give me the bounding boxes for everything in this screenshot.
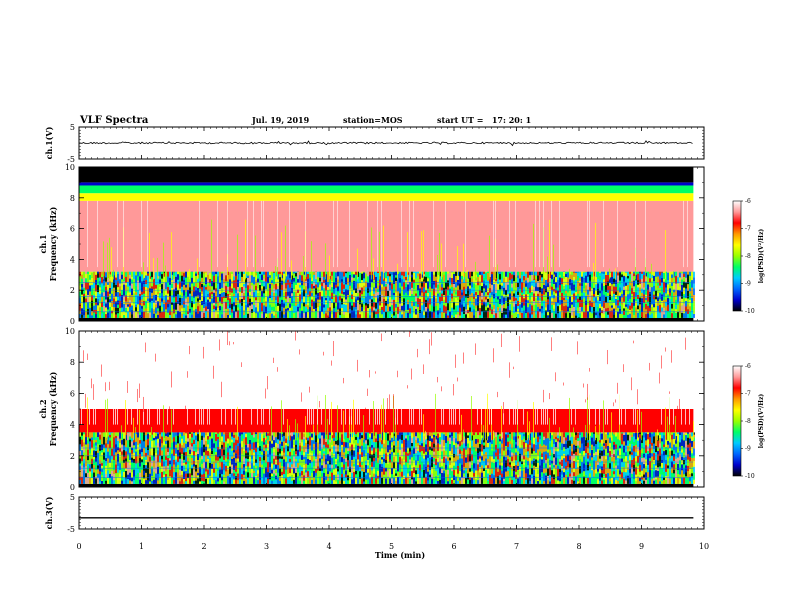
ch1-waveform-panel: 5 -5 ch.1(V)	[44, 123, 705, 164]
y-axis-label: ch.1(V)	[44, 126, 54, 159]
psd-band	[79, 182, 694, 186]
psd-band	[79, 167, 694, 183]
ch3-waveform-panel: 5 -5 ch.3(V)	[44, 493, 705, 534]
colorbar-tick-label: -9	[745, 446, 751, 453]
ch2-spectrogram-panel: 0 2 4 6 8 10 ch.2Frequency (kHz)	[38, 327, 705, 492]
y-tick-label: 10	[65, 327, 75, 336]
y-tick-label: 5	[70, 493, 75, 502]
x-tick-label: 5	[389, 542, 394, 551]
colorbar-tick-label: -9	[745, 281, 751, 288]
header-date: Jul. 19, 2019	[251, 115, 310, 125]
psd-band	[79, 409, 694, 433]
colorbar-tick-label: -6	[745, 363, 751, 370]
colorbar-tick-label: -8	[745, 253, 751, 260]
psd-band	[79, 317, 694, 321]
y-tick-label: 8	[70, 358, 75, 367]
y-tick-label: 4	[70, 255, 75, 264]
x-tick-label: 10	[699, 542, 709, 551]
psd-band	[79, 331, 694, 409]
y-axis-label: ch.2Frequency (kHz)	[38, 371, 58, 446]
psd-band	[79, 483, 694, 487]
colorbar-scale	[732, 200, 742, 312]
ch2-colorbar: -6 -7 -8 -9 -10 log(PSD)(V²/Hz)	[732, 363, 765, 480]
x-tick-label: 4	[326, 542, 331, 551]
x-tick-label: 3	[264, 542, 269, 551]
y-tick-label: 8	[70, 194, 75, 203]
spectrogram-image	[79, 167, 704, 321]
time-axis: 0 1 2 3 4 5 6 7 8 9 10	[76, 542, 709, 551]
spectrogram-image	[79, 331, 704, 487]
x-tick-label: 7	[514, 542, 519, 551]
y-tick-label: 10	[65, 163, 75, 172]
colorbar-label: log(PSD)(V²/Hz)	[758, 394, 765, 449]
ch1-colorbar: -6 -7 -8 -9 -10 log(PSD)(V²/Hz)	[732, 198, 765, 315]
y-axis-label: ch.1Frequency (kHz)	[38, 206, 58, 281]
colorbar-tick-label: -10	[745, 308, 755, 315]
x-tick-label: 8	[576, 542, 581, 551]
y-tick-label: 5	[70, 123, 75, 132]
x-tick-label: 0	[76, 542, 81, 551]
psd-band	[79, 185, 694, 194]
y-tick-label: 2	[70, 452, 75, 461]
psd-band	[79, 200, 694, 272]
y-tick-label: 6	[70, 225, 75, 234]
y-tick-label: 2	[70, 286, 75, 295]
x-tick-label: 1	[139, 542, 144, 551]
y-tick-label: 0	[70, 483, 75, 492]
x-tick-label: 2	[201, 542, 206, 551]
waveform-trace	[78, 140, 693, 147]
y-tick-label: -5	[67, 155, 75, 164]
colorbar-scale	[732, 365, 742, 477]
panel-frame	[78, 166, 705, 322]
x-axis-label: Time (min)	[375, 550, 425, 560]
y-tick-label: 4	[70, 421, 75, 430]
colorbar-tick-label: -6	[745, 198, 751, 205]
psd-band	[79, 193, 694, 201]
panel-frame	[78, 496, 705, 530]
x-tick-label: 6	[451, 542, 456, 551]
colorbar-tick-label: -7	[745, 226, 751, 233]
y-tick-label: 0	[70, 317, 75, 326]
ch1-spectrogram-panel: 0 2 4 6 8 10 ch.1Frequency (kHz)	[38, 163, 705, 326]
panel-frame	[78, 330, 705, 488]
header-station: station=MOS	[343, 115, 403, 125]
y-tick-label: -5	[67, 525, 75, 534]
colorbar-label: log(PSD)(V²/Hz)	[758, 229, 765, 284]
header-start-time: start UT = 17: 20: 1	[437, 115, 531, 125]
colorbar-tick-label: -10	[745, 473, 755, 480]
colorbar-tick-label: -7	[745, 391, 751, 398]
figure-title: VLF Spectra	[79, 115, 149, 126]
x-tick-label: 9	[639, 542, 644, 551]
y-tick-label: 6	[70, 389, 75, 398]
colorbar-tick-label: -8	[745, 418, 751, 425]
y-axis-label: ch.3(V)	[44, 496, 54, 529]
